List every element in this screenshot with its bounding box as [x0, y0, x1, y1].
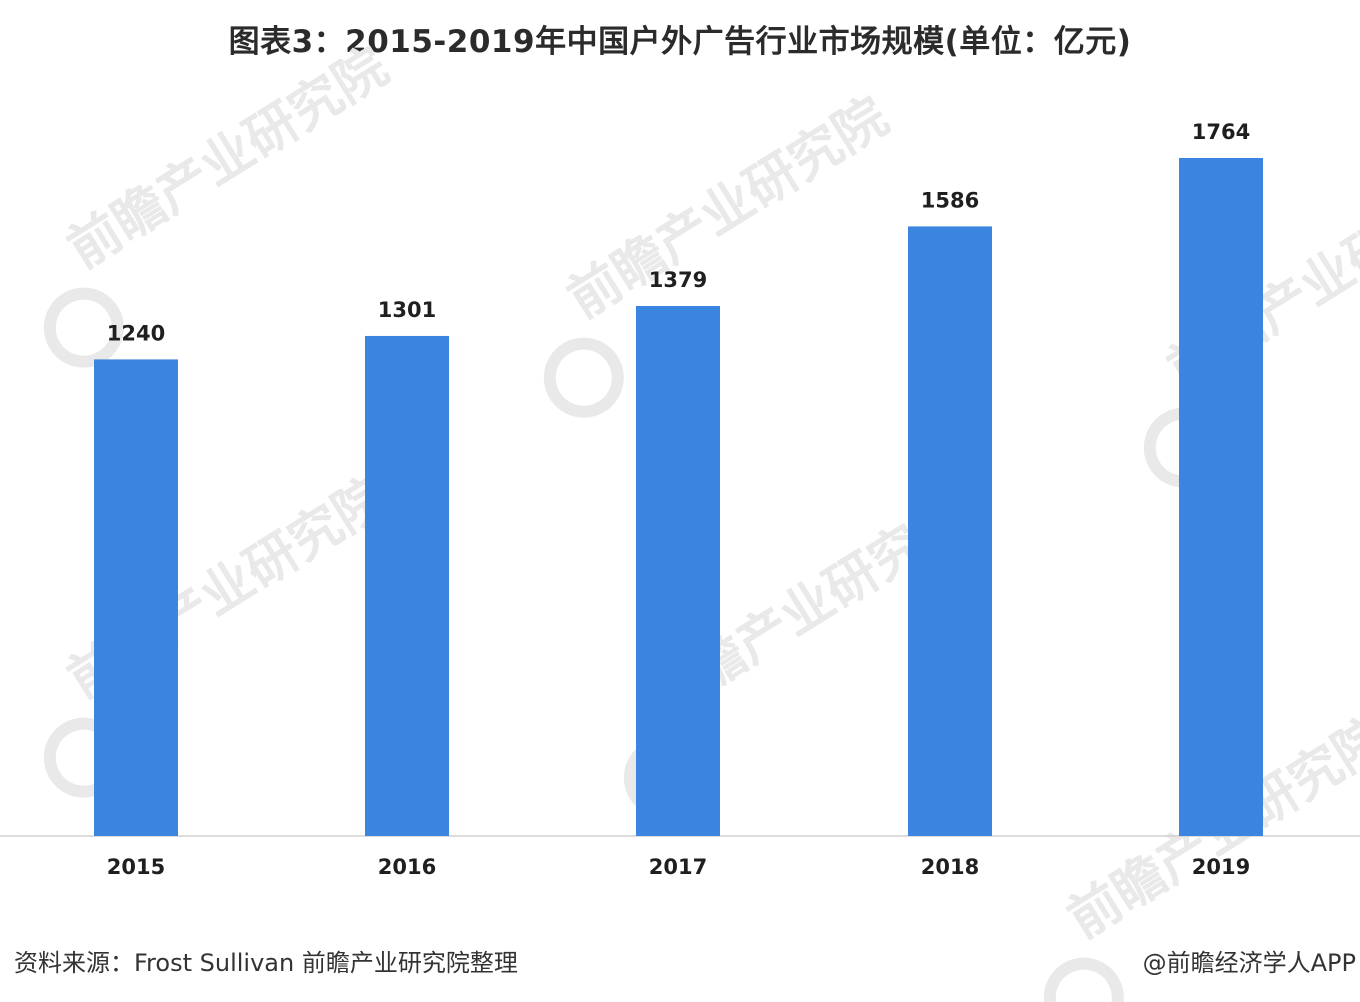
watermark-logo-icon — [43, 287, 124, 368]
credit-note: @前瞻经济学人APP — [1142, 949, 1356, 977]
data-label-2016: 1301 — [378, 298, 436, 322]
bar-2018 — [908, 226, 992, 836]
data-label-2017: 1379 — [649, 268, 707, 292]
bar-2019 — [1179, 158, 1263, 836]
bar-2015 — [94, 359, 178, 836]
x-axis-tick-labels: 2015 2016 2017 2018 2019 — [107, 855, 1250, 879]
source-note: 资料来源：Frost Sullivan 前瞻产业研究院整理 — [14, 949, 518, 977]
data-label-2015: 1240 — [107, 321, 165, 345]
bar-2017 — [636, 305, 720, 836]
x-tick-label-2017: 2017 — [649, 855, 707, 879]
data-label-2019: 1764 — [1192, 120, 1250, 144]
bar-2016 — [365, 335, 449, 836]
watermark-logo-icon — [1043, 957, 1124, 1002]
x-tick-label-2018: 2018 — [921, 855, 979, 879]
watermark-logo-icon — [543, 337, 624, 418]
data-labels: 1240 1301 1379 1586 1764 — [107, 120, 1250, 345]
watermark-1: 前瞻产业研究院 — [43, 37, 398, 368]
data-label-2018: 1586 — [921, 188, 979, 212]
watermark-text: 前瞻产业研究院 — [558, 87, 898, 331]
x-tick-label-2016: 2016 — [378, 855, 436, 879]
chart-title: 图表3：2015-2019年中国户外广告行业市场规模(单位：亿元) — [228, 24, 1132, 60]
watermark-text: 前瞻产业研究院 — [58, 37, 398, 281]
x-tick-label-2015: 2015 — [107, 855, 165, 879]
bar-series — [94, 158, 1263, 836]
x-tick-label-2019: 2019 — [1192, 855, 1250, 879]
